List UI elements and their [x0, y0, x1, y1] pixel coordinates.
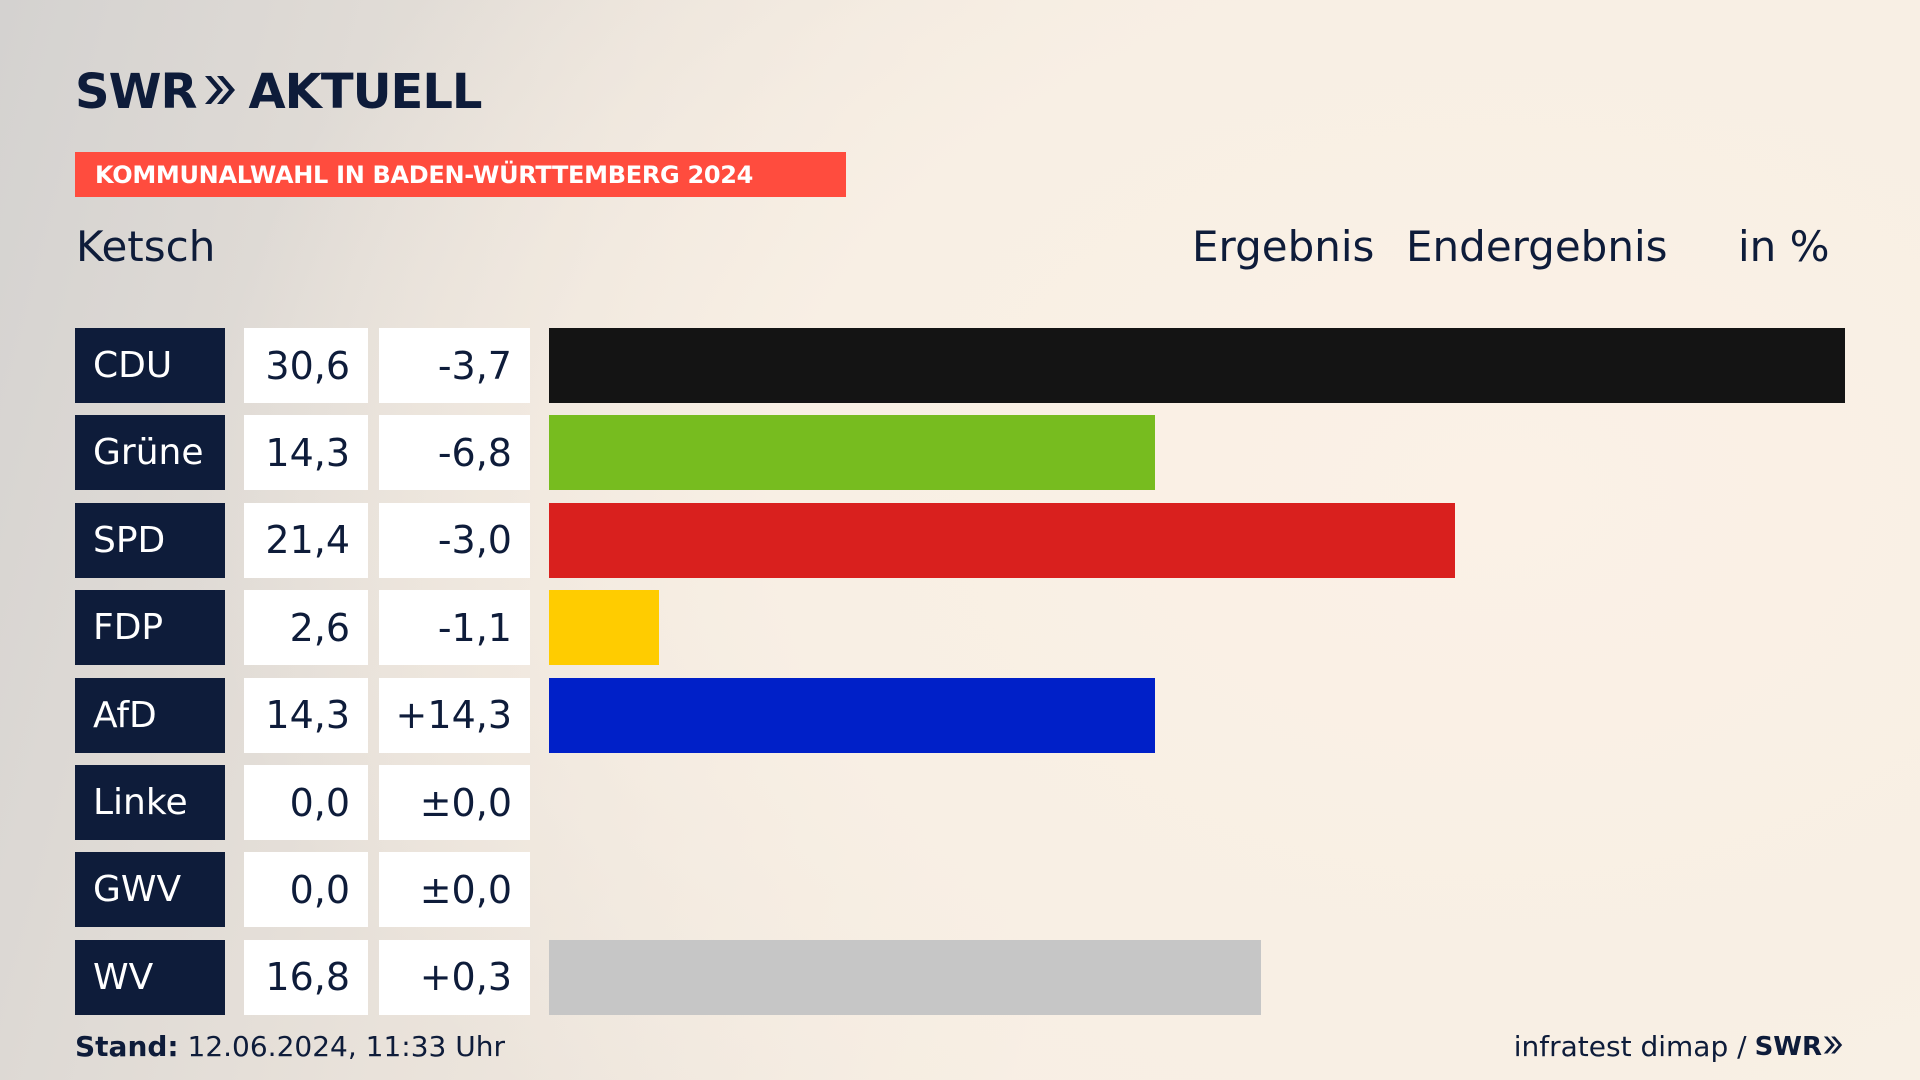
result-value: 2,6: [244, 590, 368, 666]
party-label: CDU: [75, 328, 225, 403]
result-value: 14,3: [244, 677, 368, 753]
party-label: Linke: [75, 765, 225, 840]
change-value: ±0,0: [379, 852, 530, 928]
result-bar: [549, 590, 660, 666]
change-value: ±0,0: [379, 765, 530, 840]
party-label: WV: [75, 939, 225, 1015]
stand-label: Stand:: [75, 1030, 179, 1063]
party-label: Grüne: [75, 415, 225, 491]
aktuell-logo-text: AKTUELL: [248, 64, 482, 120]
result-value: 30,6: [244, 328, 368, 403]
change-value: +14,3: [379, 677, 530, 753]
timestamp: Stand: 12.06.2024, 11:33 Uhr: [75, 1030, 505, 1063]
result-value: 14,3: [244, 415, 368, 491]
result-bar: [549, 415, 1155, 491]
place-title: Ketsch: [76, 222, 216, 271]
result-bar: [549, 677, 1155, 753]
header-unit: in %: [1738, 222, 1830, 271]
result-bar: [549, 939, 1261, 1015]
change-value: +0,3: [379, 939, 530, 1015]
party-label: FDP: [75, 590, 225, 666]
change-value: -6,8: [379, 415, 530, 491]
header-ergebnis: Ergebnis: [1192, 222, 1375, 271]
change-value: -3,7: [379, 328, 530, 403]
party-label: AfD: [75, 677, 225, 753]
stand-value: 12.06.2024, 11:33 Uhr: [178, 1030, 505, 1063]
double-chevron-icon: [202, 72, 238, 112]
change-value: -3,0: [379, 502, 530, 578]
result-value: 0,0: [244, 852, 368, 928]
swr-aktuell-logo: SWR AKTUELL: [75, 64, 483, 120]
change-value: -1,1: [379, 590, 530, 666]
result-value: 16,8: [244, 939, 368, 1015]
source-text: infratest dimap /: [1513, 1030, 1747, 1063]
result-bar: [549, 328, 1845, 403]
swr-logo-text: SWR: [75, 64, 197, 120]
party-label: GWV: [75, 852, 225, 928]
source-credit: infratest dimap / SWR: [1514, 1030, 1844, 1063]
party-label: SPD: [75, 502, 225, 578]
small-chevron-icon: [1822, 1030, 1844, 1063]
election-banner: KOMMUNALWAHL IN BADEN-WÜRTTEMBERG 2024: [75, 152, 846, 197]
header-endergebnis: Endergebnis: [1406, 222, 1668, 271]
result-bar: [549, 502, 1456, 578]
result-value: 0,0: [244, 765, 368, 840]
result-value: 21,4: [244, 502, 368, 578]
swr-small-logo-text: SWR: [1754, 1031, 1822, 1062]
